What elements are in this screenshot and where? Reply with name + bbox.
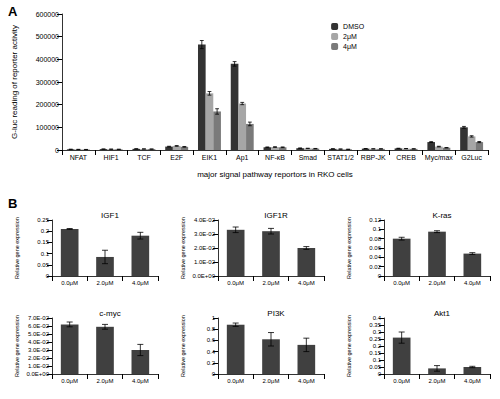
svg-text:4.0μM: 4.0μM — [298, 378, 315, 384]
svg-text:4.0μM: 4.0μM — [464, 280, 481, 286]
svg-text:1.0E-02: 1.0E-02 — [194, 259, 216, 265]
svg-text:2.0E-02: 2.0E-02 — [28, 355, 50, 361]
svg-text:2.0E-02: 2.0E-02 — [194, 245, 216, 251]
svg-text:0.0μM: 0.0μM — [393, 378, 410, 384]
svg-text:Relative gene expression: Relative gene expression — [14, 315, 20, 377]
svg-text:NFAT: NFAT — [70, 154, 88, 161]
svg-text:4.0E-02: 4.0E-02 — [194, 217, 216, 223]
svg-text:HIF1: HIF1 — [104, 154, 119, 161]
svg-text:RBP-JK: RBP-JK — [361, 154, 386, 161]
svg-text:G-luc reading of reporter acti: G-luc reading of reporter activity — [10, 25, 19, 139]
svg-text:0.08: 0.08 — [369, 236, 381, 242]
svg-text:0.0μM: 0.0μM — [61, 280, 78, 286]
svg-text:4.0μM: 4.0μM — [132, 280, 149, 286]
svg-text:4.0μM: 4.0μM — [298, 280, 315, 286]
svg-text:0.3: 0.3 — [373, 329, 382, 335]
svg-text:0.0μM: 0.0μM — [393, 280, 410, 286]
svg-text:3.0E-02: 3.0E-02 — [194, 231, 216, 237]
svg-text:0.4: 0.4 — [207, 349, 216, 355]
svg-text:0.05: 0.05 — [369, 364, 381, 370]
svg-text:0.05: 0.05 — [37, 262, 49, 268]
svg-text:NF-κB: NF-κB — [265, 154, 285, 161]
svg-text:600000: 600000 — [36, 11, 59, 18]
svg-text:K-ras: K-ras — [432, 211, 451, 220]
svg-text:0: 0 — [46, 273, 50, 279]
svg-text:400000: 400000 — [36, 56, 59, 63]
svg-text:2.0μM: 2.0μM — [263, 378, 280, 384]
svg-text:0.1: 0.1 — [373, 357, 382, 363]
svg-text:2.0μM: 2.0μM — [429, 280, 446, 286]
svg-text:4.0μM: 4.0μM — [464, 378, 481, 384]
svg-text:E2F: E2F — [170, 154, 183, 161]
svg-text:2.0μM: 2.0μM — [97, 378, 114, 384]
svg-text:0.0μM: 0.0μM — [227, 378, 244, 384]
svg-text:2.0μM: 2.0μM — [97, 280, 114, 286]
svg-text:0.0μM: 0.0μM — [61, 378, 78, 384]
svg-text:IGF1: IGF1 — [101, 211, 119, 220]
svg-text:0: 0 — [55, 147, 59, 154]
svg-text:0.15: 0.15 — [369, 350, 381, 356]
svg-text:Relative gene expression: Relative gene expression — [14, 217, 20, 279]
svg-text:0: 0 — [378, 371, 382, 377]
svg-text:CREB: CREB — [396, 154, 416, 161]
svg-text:0.6: 0.6 — [207, 337, 216, 343]
svg-text:4.0μM: 4.0μM — [132, 378, 149, 384]
svg-text:PI3K: PI3K — [267, 309, 285, 318]
svg-text:A: A — [8, 4, 18, 19]
svg-text:Ap1: Ap1 — [236, 154, 249, 162]
svg-text:STAT1/2: STAT1/2 — [327, 154, 354, 161]
svg-text:DMSO: DMSO — [343, 23, 365, 30]
svg-text:1: 1 — [212, 315, 216, 321]
svg-text:0.25: 0.25 — [369, 336, 381, 342]
svg-text:Relative gene expression: Relative gene expression — [180, 217, 186, 279]
svg-text:EIK1: EIK1 — [202, 154, 217, 161]
svg-text:0.2: 0.2 — [41, 228, 50, 234]
svg-text:Smad: Smad — [299, 154, 317, 161]
svg-text:0: 0 — [378, 273, 382, 279]
svg-text:0.04: 0.04 — [369, 254, 381, 260]
svg-text:IGF1R: IGF1R — [264, 211, 288, 220]
svg-text:B: B — [8, 196, 17, 211]
svg-text:1.0E-02: 1.0E-02 — [28, 363, 50, 369]
svg-text:0.0E+00: 0.0E+00 — [192, 273, 215, 279]
svg-text:0.1: 0.1 — [41, 251, 50, 257]
svg-text:0.1: 0.1 — [373, 226, 382, 232]
svg-text:6.0E-02: 6.0E-02 — [28, 323, 50, 329]
svg-text:TCF: TCF — [137, 154, 151, 161]
svg-text:Myc/max: Myc/max — [425, 154, 454, 162]
svg-text:0.25: 0.25 — [37, 217, 49, 223]
svg-text:2μM: 2μM — [343, 33, 357, 41]
svg-text:Relative gene expression: Relative gene expression — [180, 315, 186, 377]
svg-text:0.12: 0.12 — [369, 217, 381, 223]
svg-text:0.8: 0.8 — [207, 326, 216, 332]
svg-text:0: 0 — [212, 371, 216, 377]
svg-text:200000: 200000 — [36, 101, 59, 108]
svg-text:500000: 500000 — [36, 33, 59, 40]
svg-text:0.4: 0.4 — [373, 315, 382, 321]
svg-text:0.02: 0.02 — [369, 264, 381, 270]
svg-text:4.0E-02: 4.0E-02 — [28, 339, 50, 345]
svg-text:Relative gene expression: Relative gene expression — [346, 217, 352, 279]
svg-text:300000: 300000 — [36, 79, 59, 86]
svg-text:2.0μM: 2.0μM — [429, 378, 446, 384]
svg-text:100000: 100000 — [36, 124, 59, 131]
svg-text:0.0E+00: 0.0E+00 — [26, 371, 49, 377]
svg-text:3.0E-02: 3.0E-02 — [28, 347, 50, 353]
svg-text:G2Luc: G2Luc — [461, 154, 482, 161]
svg-text:5.0E-02: 5.0E-02 — [28, 331, 50, 337]
svg-text:7.0E-02: 7.0E-02 — [28, 315, 50, 321]
svg-text:2.0μM: 2.0μM — [263, 280, 280, 286]
svg-text:Relative gene expression: Relative gene expression — [346, 315, 352, 377]
svg-text:0.2: 0.2 — [373, 343, 382, 349]
svg-text:0.2: 0.2 — [207, 360, 216, 366]
svg-text:0.35: 0.35 — [369, 322, 381, 328]
svg-text:4μM: 4μM — [343, 43, 357, 51]
svg-text:0.06: 0.06 — [369, 245, 381, 251]
svg-text:Akt1: Akt1 — [434, 309, 451, 318]
svg-text:c-myc: c-myc — [99, 309, 120, 318]
svg-text:0.15: 0.15 — [37, 239, 49, 245]
svg-text:0.0μM: 0.0μM — [227, 280, 244, 286]
svg-text:major signal pathway reportors: major signal pathway reportors in RKO ce… — [197, 170, 353, 179]
